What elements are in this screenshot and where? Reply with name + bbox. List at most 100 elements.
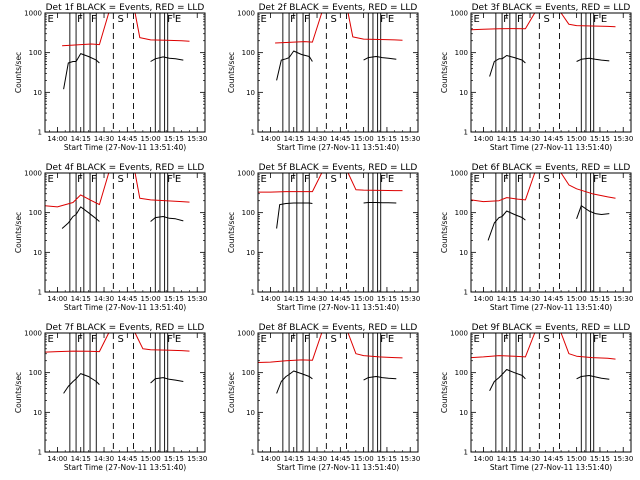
- events-series-line: [363, 202, 397, 204]
- x-tick-label: 15:00: [141, 295, 161, 303]
- segment-label: E: [261, 14, 267, 25]
- events-series-line: [61, 206, 100, 229]
- segment-label: F: [290, 334, 296, 345]
- x-tick-label: 14:00: [47, 295, 67, 303]
- x-axis-label: Start Time (27-Nov-11 13:51:40): [277, 303, 399, 312]
- segment-label: S: [117, 174, 123, 185]
- y-tick-label: 1000: [237, 330, 255, 338]
- y-tick-label: 10: [246, 249, 255, 257]
- segment-label: F: [290, 174, 296, 185]
- x-tick-label: 15:00: [354, 455, 374, 463]
- segment-label: F: [593, 14, 599, 25]
- events-series-line: [489, 55, 526, 77]
- x-tick-label: 15:15: [164, 295, 184, 303]
- events-series-line: [576, 205, 610, 219]
- y-tick-label: 100: [29, 369, 42, 377]
- segment-label: E: [601, 14, 607, 25]
- chart-title: Det 5f BLACK = Events, RED = LLD: [259, 163, 418, 173]
- x-tick-label: 15:30: [187, 295, 207, 303]
- x-tick-label: 14:00: [47, 455, 67, 463]
- x-tick-label: 15:00: [141, 455, 161, 463]
- x-tick-label: 14:45: [117, 455, 137, 463]
- x-axis-label: Start Time (27-Nov-11 13:51:40): [64, 463, 186, 472]
- y-tick-label: 100: [455, 369, 468, 377]
- events-series-line: [487, 210, 526, 241]
- segment-label: E: [474, 14, 480, 25]
- lld-series-line: [44, 332, 110, 353]
- segment-label: E: [48, 174, 54, 185]
- events-series-line: [576, 375, 610, 380]
- segment-label: E: [261, 174, 267, 185]
- events-series-line: [576, 57, 610, 62]
- events-series-line: [150, 216, 184, 222]
- segment-label: S: [117, 334, 123, 345]
- lld-series-line: [470, 172, 536, 203]
- y-axis-label: Counts/sec: [440, 372, 449, 413]
- y-axis-label: Counts/sec: [227, 212, 236, 253]
- x-tick-label: 14:45: [543, 455, 563, 463]
- y-tick-label: 1000: [237, 10, 255, 18]
- y-tick-label: 10: [459, 89, 468, 97]
- chart-panel-4: Det 4f BLACK = Events, RED = LLD 1 10 100 10…: [14, 163, 207, 312]
- plot-frame: [44, 332, 206, 453]
- segment-label: E: [175, 174, 181, 185]
- x-tick-label: 14:30: [307, 135, 327, 143]
- events-series-line: [363, 376, 397, 381]
- plot-frame: [257, 172, 419, 293]
- x-tick-label: 14:30: [307, 455, 327, 463]
- y-tick-label: 100: [29, 49, 42, 57]
- lld-series-line: [275, 12, 323, 44]
- x-tick-label: 15:30: [613, 135, 633, 143]
- x-tick-label: 14:30: [94, 295, 114, 303]
- segment-label: E: [175, 14, 181, 25]
- chart-title: Det 2f BLACK = Events, RED = LLD: [259, 3, 418, 13]
- chart-title: Det 9f BLACK = Events, RED = LLD: [472, 323, 631, 333]
- y-tick-label: 1: [251, 129, 255, 137]
- lld-series-line: [347, 332, 403, 359]
- lld-series-line: [258, 172, 323, 193]
- x-tick-label: 14:30: [520, 455, 540, 463]
- x-tick-label: 14:45: [117, 135, 137, 143]
- x-tick-label: 14:45: [543, 135, 563, 143]
- chart-panel-2: Det 2f BLACK = Events, RED = LLD 1 10 100 10…: [227, 3, 420, 152]
- x-tick-label: 15:15: [590, 135, 610, 143]
- segment-label: E: [474, 174, 480, 185]
- x-tick-label: 15:30: [400, 135, 420, 143]
- y-tick-label: 10: [246, 409, 255, 417]
- segment-label: F: [77, 14, 83, 25]
- plot-frame: [257, 12, 419, 133]
- chart-title: Det 4f BLACK = Events, RED = LLD: [46, 163, 205, 173]
- segment-label: F: [517, 334, 523, 345]
- chart-panel-8: Det 8f BLACK = Events, RED = LLD 1 10 100 10…: [227, 323, 420, 472]
- plot-frame: [44, 172, 206, 293]
- segment-label: F: [304, 334, 310, 345]
- x-tick-label: 15:00: [567, 455, 587, 463]
- segment-label: E: [175, 334, 181, 345]
- x-tick-label: 14:15: [71, 135, 91, 143]
- y-axis-label: Counts/sec: [227, 52, 236, 93]
- y-tick-label: 100: [242, 209, 255, 217]
- x-tick-label: 15:30: [613, 455, 633, 463]
- x-tick-label: 14:00: [473, 295, 493, 303]
- events-series-line: [63, 373, 100, 394]
- segment-label: F: [167, 334, 173, 345]
- events-series-line: [489, 369, 526, 392]
- y-tick-label: 1: [251, 449, 255, 457]
- segment-label: S: [543, 174, 549, 185]
- segment-label: E: [601, 174, 607, 185]
- chart-panel-9: Det 9f BLACK = Events, RED = LLD 1 10 100 10…: [440, 323, 633, 472]
- y-axis-label: Counts/sec: [14, 212, 23, 253]
- events-series-line: [276, 50, 313, 81]
- y-tick-label: 1000: [450, 330, 468, 338]
- y-tick-label: 100: [242, 369, 255, 377]
- y-tick-label: 1: [251, 289, 255, 297]
- chart-title: Det 3f BLACK = Events, RED = LLD: [472, 3, 631, 13]
- x-tick-label: 15:15: [590, 295, 610, 303]
- lld-series-line: [470, 12, 536, 31]
- lld-series-line: [62, 12, 110, 47]
- x-tick-label: 14:00: [473, 455, 493, 463]
- y-tick-label: 10: [459, 249, 468, 257]
- x-tick-label: 15:00: [567, 135, 587, 143]
- segment-label: F: [593, 334, 599, 345]
- segment-label: S: [330, 174, 336, 185]
